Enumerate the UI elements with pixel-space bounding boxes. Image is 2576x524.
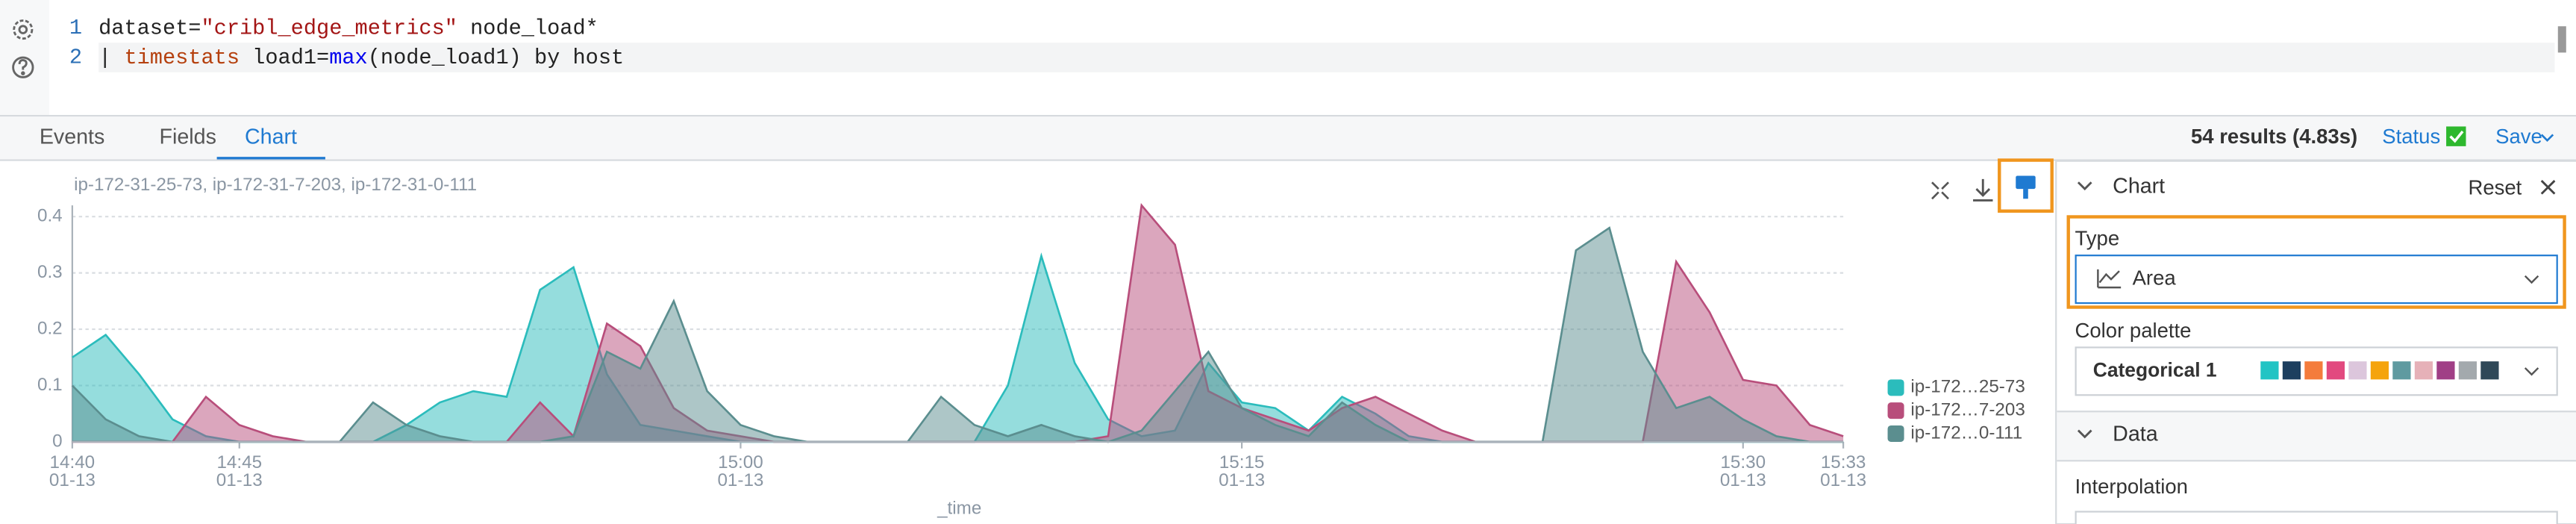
x-tick-label: 01-13 — [216, 470, 263, 490]
x-tick-label: 15:00 — [718, 452, 763, 472]
save-chevron[interactable] — [2540, 134, 2554, 143]
close-icon[interactable] — [2540, 180, 2556, 195]
y-tick-label: 0.3 — [37, 262, 63, 282]
legend-swatch — [1887, 425, 1904, 442]
area-icon — [2097, 269, 2122, 289]
x-tick-label: 15:30 — [1720, 452, 1766, 472]
area-fill — [72, 228, 1844, 442]
results-count: 54 results (4.83s) — [2191, 125, 2357, 148]
palette-swatch — [2282, 361, 2301, 380]
palette-swatch — [2458, 361, 2477, 380]
settings-icon[interactable] — [13, 19, 34, 40]
x-axis-title: _time — [937, 499, 981, 519]
palette-swatch — [2414, 361, 2433, 380]
code-line: | timestats load1=max(node_load1) by hos… — [99, 46, 624, 70]
tab[interactable]: Chart — [245, 125, 297, 149]
active-line — [99, 43, 2555, 72]
section-title: Data — [2113, 422, 2158, 446]
status-link[interactable]: Status — [2382, 125, 2440, 148]
area-line — [71, 226, 1844, 443]
y-tick-label: 0.1 — [37, 375, 63, 395]
line-number: 2 — [69, 46, 82, 70]
x-tick-label: 15:15 — [1219, 452, 1265, 472]
y-tick-label: 0.4 — [37, 206, 63, 226]
scrollbar[interactable] — [2557, 26, 2566, 53]
palette-swatch — [2304, 361, 2323, 380]
tab-bar — [0, 116, 2576, 161]
x-tick-label: 01-13 — [717, 470, 763, 490]
interpolation-select[interactable] — [2075, 511, 2558, 524]
legend-label[interactable]: ip-172…7-203 — [1910, 400, 2025, 420]
code-token: load1= — [240, 46, 329, 70]
panel-title: Chart — [2113, 174, 2165, 198]
x-tick-label: 14:40 — [50, 452, 96, 472]
code-line: dataset="cribl_edge_metrics" node_load* — [99, 16, 598, 40]
palette-swatch — [2348, 361, 2367, 380]
tabs: Events Fields Chart — [40, 125, 325, 160]
field-label: Color palette — [2075, 319, 2192, 342]
code-command: timestats — [124, 46, 240, 70]
code-token: node_load* — [457, 16, 598, 40]
x-tick-label: 01-13 — [1219, 470, 1265, 490]
download-icon[interactable] — [1973, 178, 1993, 202]
highlight-box — [1998, 158, 2054, 213]
palette-swatch — [2392, 361, 2411, 380]
help-icon[interactable] — [12, 56, 34, 78]
tab-underline — [216, 157, 325, 160]
field-label: Type — [2075, 227, 2120, 250]
tab[interactable]: Events — [40, 125, 104, 149]
reset-button[interactable]: Reset — [2468, 175, 2522, 199]
line-number: 1 — [69, 16, 82, 40]
highlight-box — [2066, 215, 2566, 309]
palette-swatch — [2480, 361, 2499, 380]
x-tick-label: 15:33 — [1821, 452, 1866, 472]
x-tick-label: 14:45 — [216, 452, 262, 472]
code-token: dataset= — [99, 16, 201, 40]
y-tick-label: 0 — [52, 431, 62, 451]
settings-panel — [2055, 160, 2576, 524]
fullscreen-icon[interactable] — [1931, 181, 1949, 200]
palette-swatches — [2260, 361, 2499, 380]
chart-subtitle: ip-172-31-25-73, ip-172-31-7-203, ip-172… — [74, 175, 477, 195]
collapse-chevron[interactable] — [2077, 181, 2092, 191]
code-token: | — [99, 46, 124, 70]
code-string: "cribl_edge_metrics" — [201, 16, 457, 40]
legend-label[interactable]: ip-172…25-73 — [1910, 377, 2025, 397]
section-header[interactable] — [2057, 411, 2576, 461]
x-tick-label: 01-13 — [1820, 470, 1866, 490]
format-icon[interactable] — [2016, 175, 2036, 199]
x-tick-label: 01-13 — [49, 470, 96, 490]
palette-swatch — [2326, 361, 2345, 380]
palette-swatch — [2370, 361, 2389, 380]
select-chevron — [2524, 367, 2539, 376]
legend-swatch — [1887, 379, 1904, 396]
palette-swatch — [2436, 361, 2455, 380]
area-fill — [72, 255, 1844, 442]
collapse-chevron[interactable] — [2077, 429, 2092, 439]
y-tick-label: 0.2 — [37, 318, 63, 338]
legend-label[interactable]: ip-172…0-111 — [1910, 422, 2022, 443]
chart: ip-172-31-25-73, ip-172-31-7-203, ip-172… — [37, 175, 2025, 519]
x-tick-label: 01-13 — [1720, 470, 1766, 490]
tab[interactable]: Fields — [160, 125, 216, 149]
palette-swatch — [2260, 361, 2279, 380]
type-value: Area — [2133, 266, 2177, 289]
save-button[interactable]: Save — [2495, 125, 2542, 148]
legend-swatch — [1887, 402, 1904, 419]
status-ok-icon — [2446, 126, 2466, 146]
palette-value: Categorical 1 — [2093, 358, 2217, 381]
select-chevron — [2524, 275, 2539, 284]
field-label: Interpolation — [2075, 475, 2188, 498]
code-function: max — [329, 46, 368, 70]
code-token: (node_load1) by host — [368, 46, 624, 70]
type-select[interactable] — [2075, 255, 2558, 305]
